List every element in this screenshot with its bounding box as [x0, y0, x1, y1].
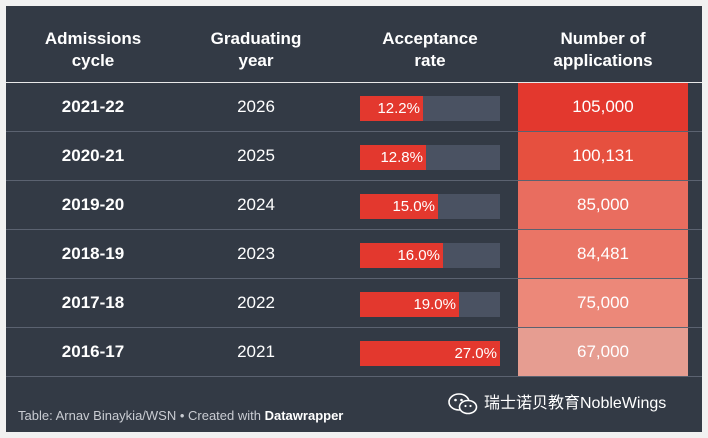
acceptance-rate-bar-track: 15.0% [360, 194, 500, 219]
header-admissions-cycle: Admissions cycle [44, 29, 142, 70]
table-row: 2020-21 2025 12.8% 100,131 [6, 132, 702, 181]
acceptance-rate-label: 12.8% [380, 149, 423, 166]
acceptance-rate-bar: 15.0% [360, 194, 438, 219]
acceptance-rate-bar: 12.8% [360, 145, 426, 170]
cell-admissions-cycle: 2019-20 [61, 195, 125, 214]
table-row: 2018-19 2023 16.0% 84,481 [6, 230, 702, 279]
watermark-text: 瑞士诺贝教育NobleWings [484, 395, 667, 412]
acceptance-rate-label: 27.0% [454, 345, 497, 362]
cell-number-of-applications: 85,000 [518, 181, 688, 229]
acceptance-rate-bar-track: 19.0% [360, 292, 500, 317]
cell-graduating-year: 2021 [237, 342, 275, 361]
table-row: 2017-18 2022 19.0% 75,000 [6, 279, 702, 328]
acceptance-rate-label: 16.0% [397, 247, 440, 264]
table-card: Admissions cycle Graduating year Accepta… [6, 6, 702, 432]
cell-number-of-applications: 67,000 [518, 328, 688, 376]
acceptance-rate-label: 15.0% [392, 198, 435, 215]
header-acceptance-rate: Acceptance rate [382, 29, 478, 70]
footer-source: Table: Arnav Binaykia/WSN • Created with [18, 408, 265, 423]
footer-credit: Table: Arnav Binaykia/WSN • Created with… [18, 408, 343, 423]
header-graduating-year: Graduating year [210, 29, 302, 70]
acceptance-rate-bar-track: 12.2% [360, 96, 500, 121]
acceptance-rate-bar-track: 16.0% [360, 243, 500, 268]
table-header: Admissions cycle Graduating year Accepta… [6, 6, 702, 83]
cell-graduating-year: 2022 [237, 293, 275, 312]
cell-number-of-applications: 100,131 [518, 132, 688, 180]
header-number-of-applications: Number of applications [553, 29, 653, 70]
acceptance-rate-bar: 12.2% [360, 96, 423, 121]
cell-admissions-cycle: 2018-19 [61, 244, 125, 263]
cell-number-of-applications: 105,000 [518, 83, 688, 131]
cell-graduating-year: 2024 [237, 195, 275, 214]
wechat-icon [448, 392, 478, 415]
acceptance-rate-label: 19.0% [413, 296, 456, 313]
acceptance-rate-bar: 27.0% [360, 341, 500, 366]
cell-graduating-year: 2025 [237, 146, 275, 165]
cell-graduating-year: 2026 [237, 97, 275, 116]
footer-tool: Datawrapper [264, 408, 344, 423]
cell-admissions-cycle: 2017-18 [61, 293, 125, 312]
acceptance-rate-bar: 19.0% [360, 292, 459, 317]
cell-admissions-cycle: 2020-21 [61, 146, 125, 165]
acceptance-rate-bar-track: 27.0% [360, 341, 500, 366]
cell-graduating-year: 2023 [237, 244, 275, 263]
acceptance-rate-bar: 16.0% [360, 243, 443, 268]
table-row: 2021-22 2026 12.2% 105,000 [6, 83, 702, 132]
watermark: 瑞士诺贝教育NobleWings [448, 390, 666, 418]
cell-admissions-cycle: 2016-17 [61, 342, 125, 361]
acceptance-rate-label: 12.2% [377, 100, 420, 117]
table-row: 2016-17 2021 27.0% 67,000 [6, 328, 702, 377]
cell-admissions-cycle: 2021-22 [61, 97, 125, 116]
acceptance-rate-bar-track: 12.8% [360, 145, 500, 170]
table-row: 2019-20 2024 15.0% 85,000 [6, 181, 702, 230]
cell-number-of-applications: 75,000 [518, 279, 688, 327]
cell-number-of-applications: 84,481 [518, 230, 688, 278]
